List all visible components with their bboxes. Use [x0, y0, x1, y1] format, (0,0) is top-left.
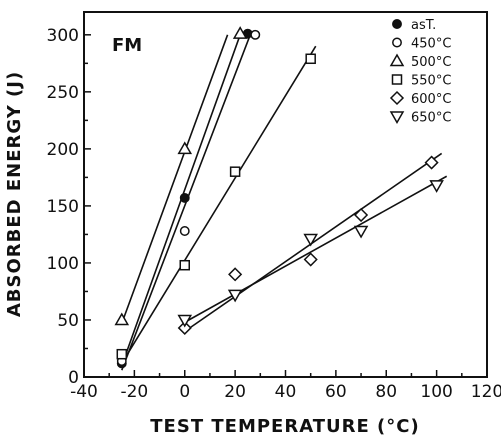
- y-tick-label: 300: [47, 26, 79, 46]
- data-point-500c: [177, 141, 193, 155]
- legend-marker-ast: [392, 19, 402, 29]
- x-tick-label: -40: [70, 382, 98, 402]
- legend-marker-600c: [389, 90, 405, 106]
- fit-line-650c: [184, 175, 448, 323]
- fit-line-600c: [184, 152, 443, 333]
- y-tick-label: 250: [47, 83, 79, 103]
- legend-marker-550c: [391, 74, 403, 85]
- panel-label: FM: [112, 35, 142, 56]
- data-point-ast: [179, 192, 190, 203]
- y-tick-label: 100: [47, 254, 79, 274]
- x-tick-label: 60: [325, 382, 347, 402]
- data-point-650c: [303, 233, 318, 247]
- legend-label-ast: asT.: [411, 18, 436, 33]
- legend-label-550c: 550°C: [411, 74, 451, 89]
- legend-label-650c: 650°C: [411, 111, 451, 126]
- y-tick-label: 150: [47, 197, 79, 217]
- y-axis: 0 50 100 150 200 250 300: [47, 26, 91, 388]
- data-markers: [114, 26, 444, 369]
- x-tick-label: 80: [375, 382, 397, 402]
- x-axis-title: TEST TEMPERATURE (°C): [150, 416, 419, 437]
- x-tick-label: 40: [275, 382, 297, 402]
- legend-label-500c: 500°C: [411, 55, 451, 70]
- legend-marker-450c: [392, 37, 402, 48]
- data-point-550c: [229, 166, 241, 177]
- data-point-500c: [232, 26, 248, 39]
- fit-line-550c: [121, 45, 317, 364]
- data-point-650c: [177, 314, 193, 328]
- y-tick-label: 0: [68, 368, 79, 388]
- data-point-650c: [429, 180, 444, 193]
- y-tick-label: 200: [47, 140, 79, 160]
- data-point-600c: [303, 252, 318, 267]
- x-axis: -40 -20 0 20 40 60 80 100 120: [70, 370, 501, 402]
- data-point-550c: [116, 348, 128, 360]
- y-axis-title: ABSORBED ENERGY (J): [4, 71, 25, 317]
- legend: asT. 450°C 500°C 550°C 600°C 650°C: [389, 18, 451, 126]
- legend-marker-650c: [389, 111, 405, 125]
- x-tick-label: 0: [179, 382, 190, 402]
- data-point-450c: [250, 29, 261, 40]
- legend-label-600c: 600°C: [411, 92, 451, 107]
- fit-line-500c: [121, 34, 229, 324]
- data-point-650c: [353, 225, 369, 239]
- data-point-650c: [227, 289, 243, 303]
- legend-marker-500c: [389, 53, 405, 67]
- data-point-450c: [179, 226, 190, 236]
- x-tick-label: 100: [420, 382, 452, 402]
- data-point-600c: [228, 267, 243, 282]
- data-point-550c: [179, 259, 190, 271]
- x-tick-label: -20: [120, 382, 148, 402]
- x-tick-label: 120: [471, 382, 501, 402]
- data-point-500c: [114, 312, 130, 326]
- data-point-550c: [305, 53, 316, 65]
- data-point-600c: [177, 320, 192, 336]
- x-tick-label: 20: [224, 382, 246, 402]
- data-point-600c: [354, 207, 369, 223]
- y-tick-label: 50: [57, 311, 79, 331]
- data-point-600c: [424, 155, 439, 170]
- fit-lines: [121, 34, 448, 371]
- legend-label-450c: 450°C: [411, 37, 451, 52]
